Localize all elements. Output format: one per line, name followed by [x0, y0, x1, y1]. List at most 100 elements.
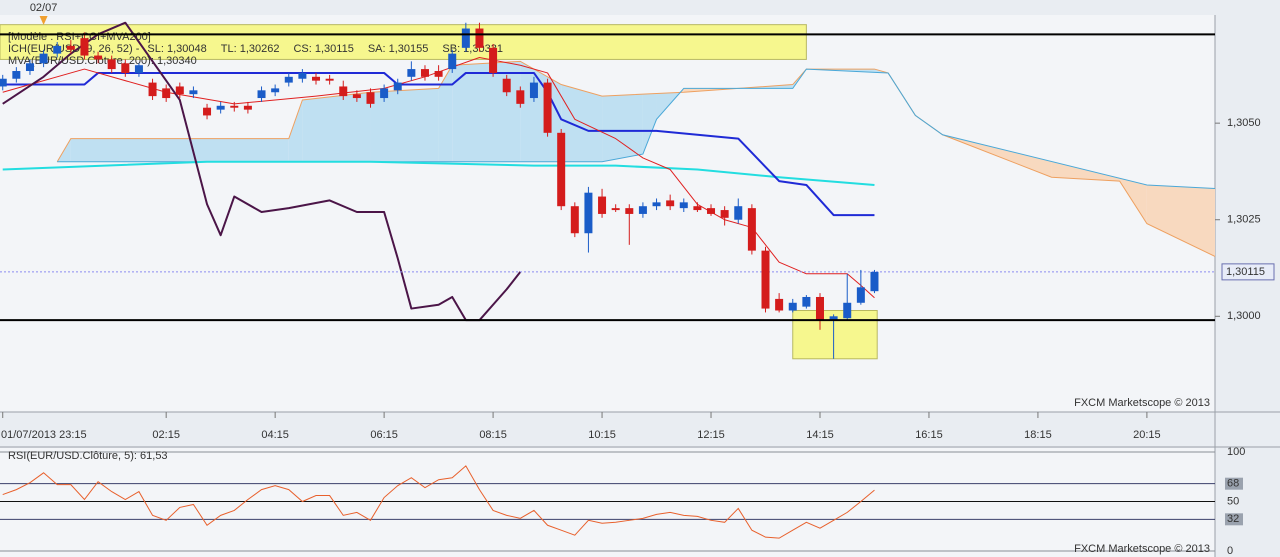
- candle-body: [243, 105, 252, 110]
- y-tick-label: 1,3050: [1227, 117, 1261, 129]
- candle-body: [325, 78, 334, 81]
- y-tick-label: 32: [1227, 513, 1239, 525]
- candle-body: [652, 202, 661, 207]
- indicator-label: CS: 1,30115: [293, 43, 353, 55]
- y-tick-label: 50: [1227, 495, 1239, 507]
- candle-body: [461, 28, 470, 48]
- candle-body: [25, 63, 34, 72]
- candle-body: [12, 71, 21, 79]
- candle-body: [611, 208, 620, 211]
- candle-body: [352, 94, 361, 99]
- candle-body: [707, 208, 716, 214]
- rsi-title: RSI(EUR/USD.Clôture, 5): 61,53: [8, 450, 168, 462]
- rsi-pane: [0, 448, 1215, 557]
- cloud-fill: [602, 94, 643, 162]
- candle-body: [107, 59, 116, 70]
- indicator-label: [Modèle : RSI+CCI+MVA200]: [8, 31, 151, 43]
- cloud-fill: [561, 84, 603, 162]
- watermark: FXCM Marketscope © 2013: [1074, 543, 1210, 555]
- x-tick-label: 20:15: [1133, 429, 1161, 441]
- x-tick-label: 10:15: [588, 429, 616, 441]
- candle-body: [720, 210, 729, 218]
- x-tick-label: 01/07/2013 23:15: [1, 429, 87, 441]
- rsi-chart: 0 32 50 68 100 RSI(EUR/USD.Clôture, 5): 61,53…: [0, 446, 1245, 557]
- candle-body: [80, 38, 89, 56]
- candle-body: [638, 206, 647, 214]
- highlight-box: [0, 24, 807, 60]
- candle-body: [870, 271, 879, 292]
- candle-body: [407, 69, 416, 77]
- candle-body: [0, 78, 7, 87]
- candle-body: [829, 316, 838, 321]
- watermark: FXCM Marketscope © 2013: [1074, 397, 1210, 409]
- candle-body: [189, 90, 198, 95]
- candle-body: [94, 55, 103, 60]
- candle-body: [625, 208, 634, 214]
- candle-body: [162, 88, 171, 99]
- candle-body: [121, 63, 130, 73]
- candle-body: [788, 302, 797, 311]
- y-tick-label: 0: [1227, 545, 1233, 557]
- candle-body: [598, 196, 607, 214]
- date-marker-label: 02/07: [30, 2, 58, 14]
- level-label-box: [1225, 477, 1243, 490]
- candle-body: [271, 88, 280, 93]
- candle-body: [53, 45, 62, 54]
- candle-body: [39, 53, 48, 64]
- x-tick-label: 02:15: [152, 429, 180, 441]
- candle-body: [584, 192, 593, 234]
- candle-body: [284, 76, 293, 83]
- cloud-fill: [370, 88, 439, 162]
- candle-body: [543, 82, 552, 133]
- candle-body: [502, 78, 511, 93]
- candle-body: [747, 208, 756, 251]
- candle-body: [516, 90, 525, 104]
- candle-body: [298, 72, 307, 79]
- indicator-label: TL: 1,30262: [221, 43, 280, 55]
- candle-body: [679, 202, 688, 209]
- y-tick-label: 1,3000: [1227, 310, 1261, 322]
- y-tick-label: 68: [1227, 478, 1239, 490]
- price-pane: [0, 15, 1215, 412]
- candle-body: [666, 200, 675, 207]
- candle-body: [815, 296, 824, 321]
- x-tick-label: 04:15: [261, 429, 289, 441]
- candle-body: [203, 107, 212, 116]
- candle-body: [339, 86, 348, 97]
- price-chart: 02/07[Modèle : RSI+CCI+MVA200]ICH(EUR/US…: [0, 2, 1275, 441]
- candle-body: [257, 90, 266, 99]
- candle-body: [448, 53, 457, 70]
- candle-body: [557, 132, 566, 207]
- candle-body: [312, 76, 321, 81]
- candle-body: [693, 206, 702, 211]
- cloud-line: [57, 68, 1216, 189]
- x-tick-label: 12:15: [697, 429, 725, 441]
- y-tick-label: 100: [1227, 446, 1245, 458]
- candle-body: [570, 206, 579, 234]
- indicator-label: SA: 1,30155: [368, 43, 429, 55]
- cloud-fill: [438, 65, 453, 162]
- candle-body: [66, 45, 75, 50]
- x-tick-label: 06:15: [370, 429, 398, 441]
- cloud-fill: [1146, 184, 1215, 257]
- indicator-line: [2, 56, 875, 299]
- candle-body: [475, 28, 484, 48]
- candle-body: [489, 47, 498, 73]
- candle-body: [366, 92, 375, 104]
- level-label-box: [1225, 513, 1243, 526]
- candle-body: [843, 302, 852, 319]
- candle-body: [216, 105, 225, 110]
- last-price-box: [1221, 263, 1275, 281]
- candle-body: [802, 296, 811, 307]
- indicator-label: MVA(EUR/USD.Clôture, 200): 1,30340: [8, 55, 197, 67]
- indicator-line: [2, 21, 522, 322]
- rsi-line: [2, 465, 875, 539]
- candle-body: [775, 298, 784, 311]
- candle-body: [393, 82, 402, 91]
- last-price-label: 1,30115: [1226, 266, 1265, 278]
- y-tick-label: 1,3025: [1227, 214, 1261, 226]
- x-tick-label: 16:15: [915, 429, 943, 441]
- candle-body: [380, 88, 389, 99]
- x-tick-label: 08:15: [479, 429, 507, 441]
